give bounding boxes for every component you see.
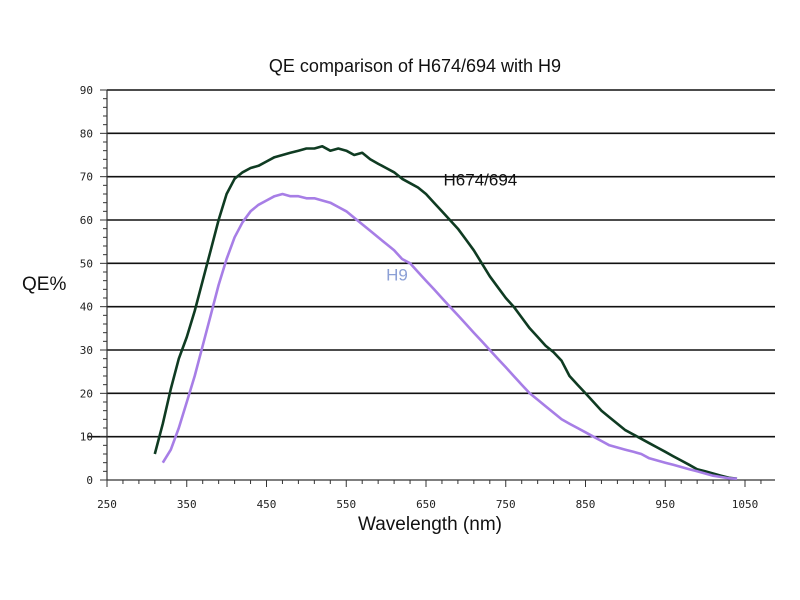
- x-tick-label-550: 550: [336, 498, 356, 511]
- y-tick-label-90: 90: [80, 84, 93, 97]
- x-tick-label-750: 750: [496, 498, 516, 511]
- y-tick-label-40: 40: [80, 301, 93, 314]
- x-tick-label-350: 350: [177, 498, 197, 511]
- chart-title: QE comparison of H674/694 with H9: [269, 56, 561, 76]
- y-tick-label-50: 50: [80, 257, 93, 270]
- x-tick-label-850: 850: [576, 498, 596, 511]
- x-tick-labels: 250 350 450 550 650 750 850 950 1050: [97, 498, 758, 511]
- series-line-h9: [161, 192, 738, 480]
- x-axis-title: Wavelength (nm): [358, 514, 502, 535]
- y-tick-label-20: 20: [80, 387, 93, 400]
- axes: [88, 89, 775, 487]
- x-tick-label-250: 250: [97, 498, 117, 511]
- x-tick-label-950: 950: [655, 498, 675, 511]
- x-tick-label-650: 650: [416, 498, 436, 511]
- x-tick-label-1050: 1050: [732, 498, 759, 511]
- series-label-h9: H9: [386, 266, 408, 285]
- y-tick-label-80: 80: [80, 127, 93, 140]
- y-tick-label-70: 70: [80, 171, 93, 184]
- series-label-h674-694: H674/694: [444, 170, 518, 189]
- series-layer: [153, 145, 738, 480]
- y-tick-label-0: 0: [86, 474, 93, 487]
- x-tick-label-450: 450: [257, 498, 277, 511]
- y-tick-label-60: 60: [80, 214, 93, 227]
- y-tick-label-10: 10: [80, 431, 93, 444]
- y-axis-title: QE%: [22, 274, 66, 295]
- y-tick-label-30: 30: [80, 344, 93, 357]
- y-tick-labels: 0 10 20 30 40 50 60 70 80 90: [80, 84, 93, 487]
- series-line-h674-694: [153, 145, 738, 480]
- series-labels: H674/694 H9: [386, 170, 517, 284]
